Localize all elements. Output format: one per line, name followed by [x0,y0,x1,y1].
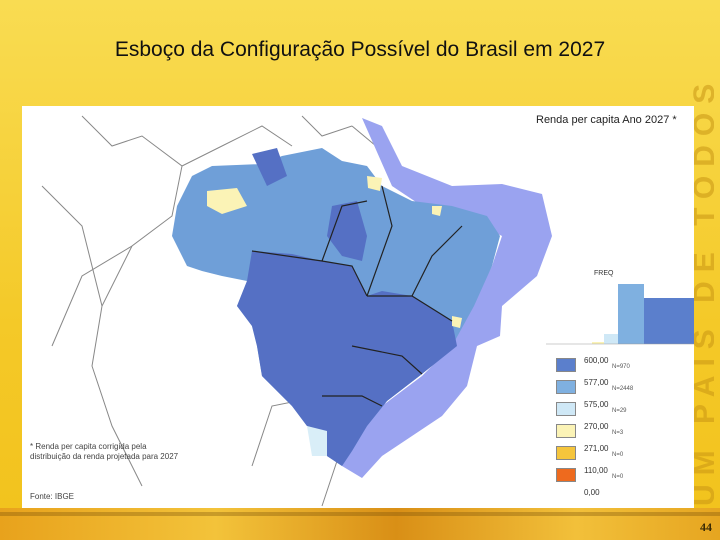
legend-row: 110,00 N=0 [556,466,676,484]
legend-value: 270,00 [584,422,609,431]
legend-swatch [556,380,576,394]
brazil-high-region [237,251,457,466]
legend-count: N=0 [612,452,624,458]
light-south-tip [307,426,327,456]
legend-value: 110,00 [584,466,608,475]
pale-patch-west [207,188,247,214]
brazil-map [41,115,552,507]
legend-row: 575,00 N=29 [556,400,676,418]
legend-count: N=3 [612,430,624,436]
frequency-bar [604,334,618,344]
frequency-bar [644,298,694,344]
legend-value: 577,00 [584,378,609,387]
legend-row: 270,00 N=3 [556,422,676,440]
pale-patch-coast [432,206,442,216]
legend-bottom-value: 0,00 [584,488,600,497]
bottom-decoration [0,508,720,540]
legend-row: 271,00 N=0 [556,444,676,462]
legend-row: 600,00 N=970 [556,356,676,374]
page-number: 44 [700,520,712,534]
map-source: Fonte: IBGE [30,492,75,501]
legend-swatch [556,446,576,460]
pale-patch-east [452,316,462,328]
north-dark-region [327,201,367,261]
legend-swatch [556,402,576,416]
page-title: Esboço da Configuração Possível do Brasi… [114,38,606,61]
bar-chart-label: FREQ [594,270,614,277]
legend-count: N=2448 [612,386,634,392]
legend-count: N=970 [612,364,630,370]
legend-count: N=29 [612,408,627,414]
frequency-bar [592,342,604,344]
amazon-dark-patch [252,148,287,186]
frequency-bar [618,284,644,344]
ocean-zone [342,118,552,478]
neighbor-borders [41,115,383,507]
legend-row: 577,00 N=2448 [556,378,676,396]
legend-count: N=0 [612,474,624,480]
map-panel: Renda per capita Ano 2027 * FREQ 600,00 N… [22,106,694,508]
legend-swatch [556,358,576,372]
legend-swatch [556,424,576,438]
legend-swatch [556,468,576,482]
legend-value: 575,00 [584,400,609,409]
legend-value: 600,00 [584,356,609,365]
map-note: * Renda per capita corrigida pela distri… [30,442,179,461]
pale-patch-north [367,176,382,191]
frequency-bar-chart [546,284,694,345]
state-borders [251,185,463,407]
legend-value: 271,00 [584,444,609,453]
legend-title: Renda per capita Ano 2027 * [536,114,677,126]
